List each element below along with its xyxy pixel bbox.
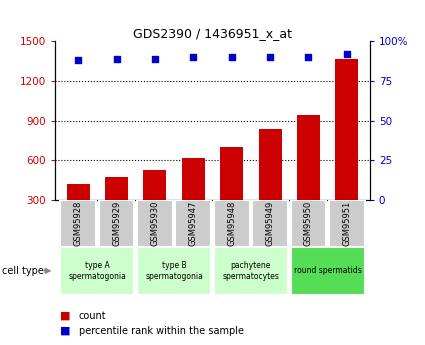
Text: GSM95928: GSM95928 bbox=[74, 201, 83, 246]
Bar bbox=[137, 200, 173, 247]
Bar bbox=[297, 116, 320, 200]
Bar bbox=[214, 247, 288, 295]
Bar bbox=[67, 184, 90, 200]
Text: pachytene
spermatocytes: pachytene spermatocytes bbox=[222, 261, 279, 280]
Point bbox=[343, 51, 350, 57]
Text: percentile rank within the sample: percentile rank within the sample bbox=[79, 326, 244, 335]
Bar bbox=[144, 170, 167, 200]
Bar bbox=[335, 59, 358, 200]
Point bbox=[305, 55, 312, 60]
Text: cell type: cell type bbox=[2, 266, 44, 276]
Bar bbox=[252, 200, 288, 247]
Point bbox=[266, 55, 273, 60]
Point bbox=[228, 55, 235, 60]
Bar bbox=[99, 200, 134, 247]
Bar bbox=[182, 158, 205, 200]
Point bbox=[152, 56, 159, 62]
Bar bbox=[329, 200, 365, 247]
Text: GSM95951: GSM95951 bbox=[342, 201, 351, 246]
Bar bbox=[291, 247, 365, 295]
Point bbox=[190, 55, 197, 60]
Point bbox=[75, 58, 82, 63]
Text: ■: ■ bbox=[60, 311, 70, 321]
Text: GSM95948: GSM95948 bbox=[227, 201, 236, 246]
Title: GDS2390 / 1436951_x_at: GDS2390 / 1436951_x_at bbox=[133, 27, 292, 40]
Bar bbox=[137, 247, 211, 295]
Bar bbox=[60, 200, 96, 247]
Text: round spermatids: round spermatids bbox=[294, 266, 361, 275]
Point bbox=[113, 56, 120, 62]
Bar bbox=[60, 247, 134, 295]
Text: count: count bbox=[79, 311, 106, 321]
Text: GSM95947: GSM95947 bbox=[189, 201, 198, 246]
Text: GSM95950: GSM95950 bbox=[304, 201, 313, 246]
Bar bbox=[176, 200, 211, 247]
Text: type A
spermatogonia: type A spermatogonia bbox=[68, 261, 126, 280]
Bar bbox=[214, 200, 249, 247]
Bar bbox=[258, 129, 281, 200]
Bar bbox=[220, 147, 243, 200]
Bar bbox=[291, 200, 326, 247]
Text: type B
spermatogonia: type B spermatogonia bbox=[145, 261, 203, 280]
Bar bbox=[105, 177, 128, 200]
Text: GSM95949: GSM95949 bbox=[266, 201, 275, 246]
Text: GSM95930: GSM95930 bbox=[150, 201, 159, 246]
Text: ■: ■ bbox=[60, 326, 70, 335]
Text: GSM95929: GSM95929 bbox=[112, 201, 121, 246]
